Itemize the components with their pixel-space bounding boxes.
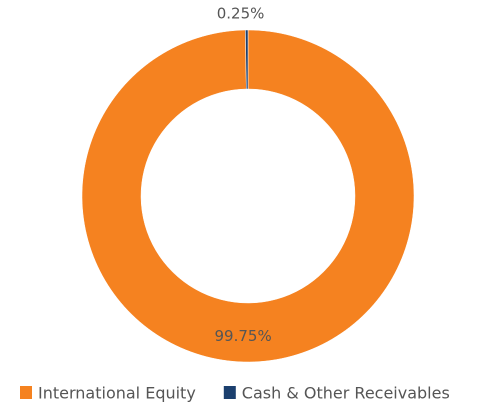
- legend-label: International Equity: [38, 384, 196, 403]
- value-label: 99.75%: [215, 327, 272, 345]
- value-label: 0.25%: [217, 5, 265, 23]
- legend-label: Cash & Other Receivables: [242, 384, 450, 403]
- slice: [245, 29, 249, 90]
- legend-swatch: [223, 386, 236, 399]
- legend-swatch: [20, 386, 32, 399]
- slice: [81, 29, 415, 363]
